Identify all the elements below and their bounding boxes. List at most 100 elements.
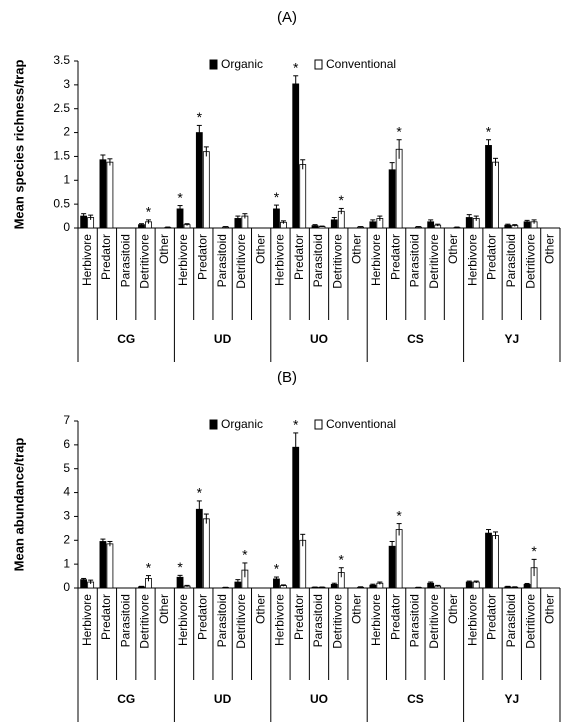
x-tick-label: Parasitoid bbox=[118, 234, 132, 287]
bar bbox=[388, 169, 396, 229]
significance-marker: * bbox=[339, 551, 345, 567]
y-tick-label: 2.5 bbox=[53, 101, 70, 115]
significance-marker: * bbox=[146, 559, 152, 575]
x-tick-label: Herbivore bbox=[369, 594, 383, 646]
x-tick-label: Detritivore bbox=[330, 234, 344, 289]
x-tick-label: Detritivore bbox=[138, 234, 152, 289]
x-tick-label: Predator bbox=[99, 234, 113, 280]
x-tick-label: Parasitoid bbox=[408, 234, 422, 287]
bar bbox=[395, 529, 403, 589]
x-tick-label: Herbivore bbox=[80, 594, 94, 646]
legend-swatch bbox=[209, 59, 218, 70]
group-label: CS bbox=[407, 692, 424, 706]
x-tick-label: Parasitoid bbox=[504, 594, 518, 647]
x-tick-label: Detritivore bbox=[330, 594, 344, 649]
x-tick-label: Predator bbox=[485, 594, 499, 640]
bar bbox=[492, 161, 499, 229]
bar bbox=[99, 541, 107, 589]
bar bbox=[202, 518, 210, 589]
bar bbox=[292, 83, 300, 229]
x-tick-label: Other bbox=[543, 594, 557, 624]
significance-marker: * bbox=[177, 559, 183, 575]
bar bbox=[299, 164, 307, 229]
x-tick-label: Herbivore bbox=[176, 234, 190, 286]
x-tick-label: Other bbox=[253, 594, 267, 624]
y-tick-label: 0 bbox=[63, 580, 70, 594]
x-tick-label: Detritivore bbox=[427, 594, 441, 649]
significance-marker: * bbox=[242, 547, 248, 563]
significance-marker: * bbox=[293, 417, 299, 433]
x-tick-label: Herbivore bbox=[465, 234, 479, 286]
x-tick-label: Other bbox=[157, 234, 171, 264]
y-axis-label: Mean species richness/trap bbox=[11, 60, 26, 230]
x-tick-label: Predator bbox=[388, 594, 402, 640]
legend-label: Organic bbox=[221, 57, 263, 71]
group-label: CG bbox=[117, 332, 135, 346]
x-tick-label: Detritivore bbox=[234, 234, 248, 289]
group-label: CG bbox=[117, 692, 135, 706]
y-tick-label: 6 bbox=[63, 437, 70, 451]
y-tick-label: 1 bbox=[63, 172, 70, 186]
x-tick-label: Detritivore bbox=[523, 594, 537, 649]
y-tick-label: 1 bbox=[63, 556, 70, 570]
chart-title: (B) bbox=[277, 369, 297, 386]
x-tick-label: Parasitoid bbox=[215, 594, 229, 647]
x-tick-label: Predator bbox=[388, 234, 402, 280]
x-tick-label: Predator bbox=[292, 594, 306, 640]
x-tick-label: Parasitoid bbox=[118, 594, 132, 647]
x-tick-label: Detritivore bbox=[523, 234, 537, 289]
x-tick-label: Herbivore bbox=[80, 234, 94, 286]
legend-label: Conventional bbox=[326, 417, 396, 431]
x-tick-label: Herbivore bbox=[369, 234, 383, 286]
legend-label: Conventional bbox=[326, 57, 396, 71]
y-tick-label: 0 bbox=[63, 220, 70, 234]
y-tick-label: 2 bbox=[63, 532, 70, 546]
significance-marker: * bbox=[293, 59, 299, 75]
legend-label: Organic bbox=[221, 417, 263, 431]
group-label: UO bbox=[310, 692, 328, 706]
x-tick-label: Other bbox=[350, 234, 364, 264]
x-tick-label: Predator bbox=[292, 234, 306, 280]
x-tick-label: Other bbox=[446, 234, 460, 264]
bar bbox=[80, 579, 88, 589]
x-tick-label: Herbivore bbox=[273, 594, 287, 646]
significance-marker: * bbox=[396, 507, 402, 523]
group-label: YJ bbox=[504, 332, 519, 346]
y-tick-label: 0.5 bbox=[53, 196, 70, 210]
y-tick-label: 3 bbox=[63, 77, 70, 91]
x-tick-label: Detritivore bbox=[427, 234, 441, 289]
bar bbox=[485, 532, 492, 589]
significance-marker: * bbox=[146, 204, 152, 220]
significance-marker: * bbox=[197, 485, 203, 501]
bar bbox=[388, 545, 396, 589]
bar bbox=[106, 161, 114, 229]
y-axis-label: Mean abundance/trap bbox=[11, 438, 26, 572]
bar bbox=[299, 539, 307, 589]
bar bbox=[106, 543, 114, 589]
x-tick-label: Parasitoid bbox=[311, 594, 325, 647]
significance-marker: * bbox=[197, 109, 203, 125]
bar bbox=[292, 446, 300, 589]
x-tick-label: Other bbox=[543, 234, 557, 264]
y-tick-label: 4 bbox=[63, 485, 70, 499]
group-label: UO bbox=[310, 332, 328, 346]
group-label: UD bbox=[214, 332, 232, 346]
legend-swatch bbox=[314, 59, 323, 70]
y-tick-label: 3 bbox=[63, 509, 70, 523]
bar bbox=[485, 145, 492, 229]
bar bbox=[202, 151, 210, 229]
significance-marker: * bbox=[177, 189, 183, 205]
significance-marker: * bbox=[396, 123, 402, 139]
group-label: CS bbox=[407, 332, 424, 346]
bar bbox=[492, 535, 499, 589]
legend-swatch bbox=[314, 419, 323, 430]
bar bbox=[195, 508, 203, 589]
significance-marker: * bbox=[274, 189, 280, 205]
x-tick-label: Parasitoid bbox=[504, 234, 518, 287]
group-label: UD bbox=[214, 692, 232, 706]
x-tick-label: Other bbox=[253, 234, 267, 264]
x-tick-label: Predator bbox=[195, 234, 209, 280]
y-tick-label: 3.5 bbox=[53, 53, 70, 67]
bar bbox=[395, 148, 403, 229]
